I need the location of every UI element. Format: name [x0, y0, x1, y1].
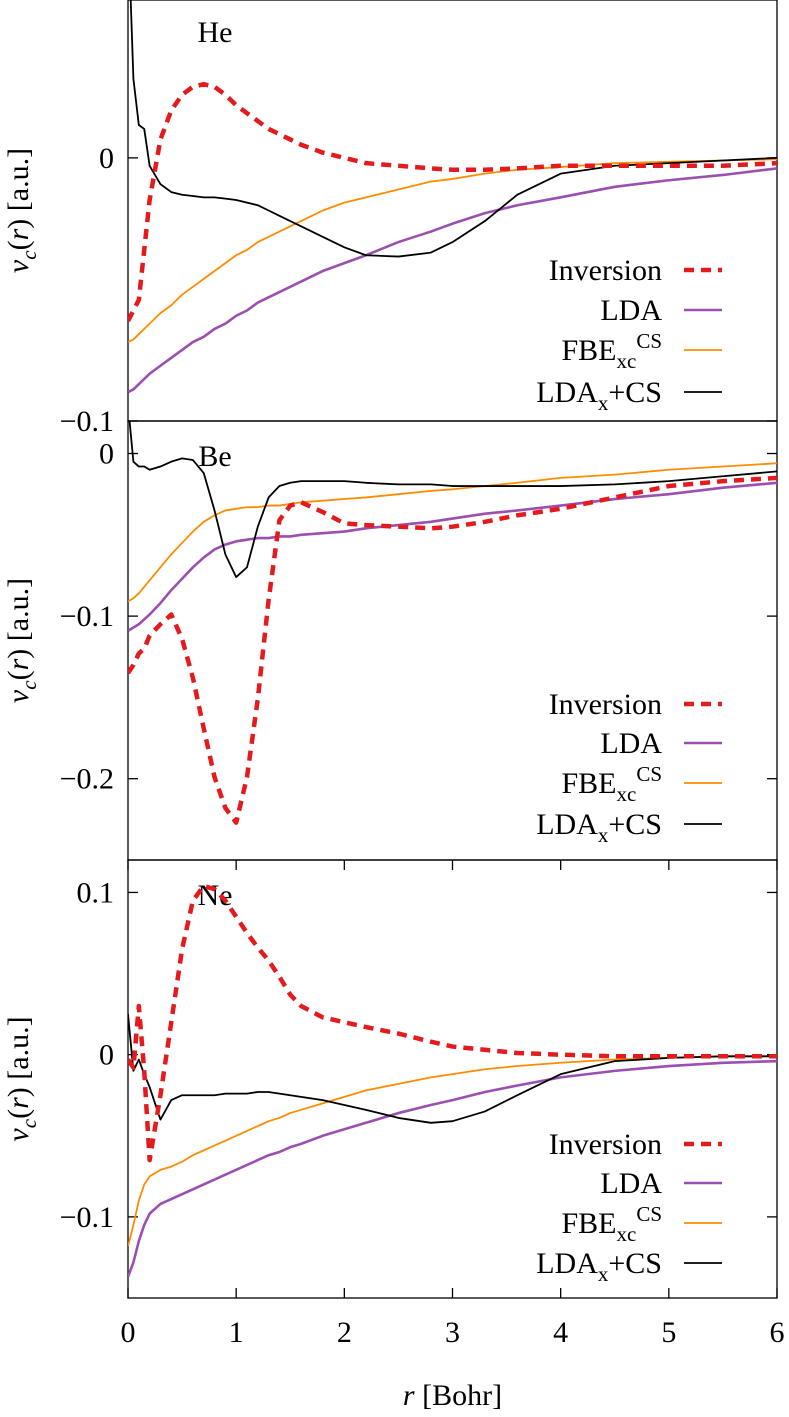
legend-label: LDAx+CS	[536, 376, 662, 415]
series-line	[128, 81, 777, 323]
series-line	[128, 481, 777, 632]
y-tick-label: −0.1	[60, 1201, 114, 1234]
y-tick-label: 0.1	[77, 876, 115, 909]
plot-frame	[127, 0, 778, 422]
series-line	[129, 0, 777, 258]
legend-label: LDA	[600, 1167, 662, 1200]
legend-label: Inversion	[549, 1128, 662, 1161]
y-tick-label: −0.1	[60, 405, 114, 438]
legend-label: LDA	[600, 294, 662, 327]
legend-label: FBExcCS	[561, 329, 662, 373]
x-tick-label: 4	[553, 1316, 568, 1349]
series-line	[128, 883, 777, 1163]
series-line	[128, 167, 777, 394]
x-tick-label: 0	[121, 1316, 136, 1349]
panel-title: Ne	[198, 879, 233, 912]
panel: −0.1 0 0.1 0 1 2 3 4 5 6 r [Bohr] vc(r) [a.u.] Ne Inv…	[2, 859, 785, 1412]
series-line	[128, 421, 777, 578]
series-line	[128, 1055, 777, 1247]
series-group	[128, 883, 777, 1278]
legend-label: Inversion	[549, 254, 662, 287]
x-tick-label: 6	[770, 1316, 785, 1349]
series-line	[128, 158, 777, 343]
legend-label: FBExcCS	[561, 762, 662, 806]
legend-label: Inversion	[549, 688, 662, 721]
legend-label: LDA	[600, 727, 662, 760]
x-tick-label: 3	[445, 1316, 460, 1349]
series-line	[128, 475, 777, 825]
x-axis-label: r [Bohr]	[403, 1379, 502, 1412]
series-line	[128, 1014, 777, 1124]
y-tick-label: −0.1	[60, 600, 114, 633]
y-axis-label: vc(r) [a.u.]	[2, 148, 41, 273]
y-tick-label: 0	[99, 1039, 114, 1072]
panel-title: Be	[198, 440, 231, 473]
plot-frame	[127, 859, 778, 1299]
legend-label: FBExcCS	[561, 1202, 662, 1246]
legend-label: LDAx+CS	[536, 1247, 662, 1286]
panel: −0.2 −0.1 0 vc(r) [a.u.] Be Inversion LDAFBExc…	[2, 420, 778, 861]
y-tick-label: −0.2	[60, 763, 114, 796]
panel-title: He	[198, 16, 233, 49]
series-line	[128, 1059, 777, 1278]
series-group	[128, 421, 777, 825]
x-tick-label: 1	[229, 1316, 244, 1349]
y-axis-label: vc(r) [a.u.]	[2, 578, 41, 703]
y-axis-label: vc(r) [a.u.]	[2, 1016, 41, 1141]
panel: −0.1 0 vc(r) [a.u.] He Inversion LDAFBExcCSLD…	[2, 0, 778, 438]
y-tick-label: 0	[99, 438, 114, 471]
series-group	[128, 0, 777, 394]
x-tick-label: 2	[337, 1316, 352, 1349]
legend-label: LDAx+CS	[536, 808, 662, 847]
y-tick-label: 0	[99, 142, 114, 175]
series-line	[128, 462, 777, 603]
x-tick-label: 5	[661, 1316, 676, 1349]
